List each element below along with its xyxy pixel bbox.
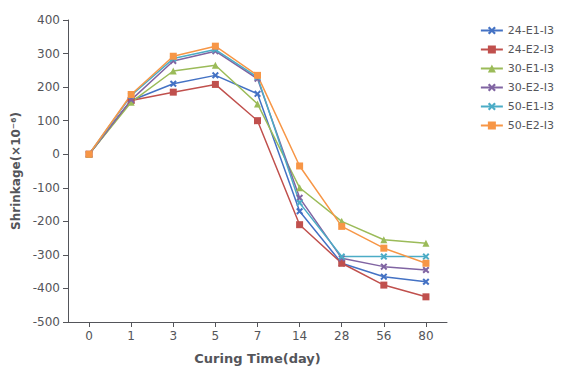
svg-text:100: 100 xyxy=(37,114,60,128)
svg-text:-100: -100 xyxy=(33,181,60,195)
svg-text:400: 400 xyxy=(37,13,60,27)
svg-text:7: 7 xyxy=(254,329,262,343)
svg-text:-500: -500 xyxy=(33,315,60,329)
svg-text:50-E2-I3: 50-E2-I3 xyxy=(508,119,554,132)
svg-text:28: 28 xyxy=(334,329,349,343)
svg-text:24-E2-I3: 24-E2-I3 xyxy=(508,43,554,56)
svg-text:200: 200 xyxy=(37,80,60,94)
svg-text:80: 80 xyxy=(418,329,433,343)
svg-text:-200: -200 xyxy=(33,214,60,228)
svg-text:Shrinkage(×10⁻⁶): Shrinkage(×10⁻⁶) xyxy=(9,112,23,230)
svg-text:5: 5 xyxy=(212,329,220,343)
svg-text:-300: -300 xyxy=(33,248,60,262)
svg-text:0: 0 xyxy=(52,147,60,161)
svg-text:3: 3 xyxy=(169,329,177,343)
svg-text:30-E1-I3: 30-E1-I3 xyxy=(508,62,554,75)
svg-text:1: 1 xyxy=(127,329,135,343)
svg-text:24-E1-I3: 24-E1-I3 xyxy=(508,24,554,37)
svg-text:14: 14 xyxy=(292,329,307,343)
svg-text:56: 56 xyxy=(376,329,391,343)
svg-text:30-E2-I3: 30-E2-I3 xyxy=(508,81,554,94)
svg-text:50-E1-I3: 50-E1-I3 xyxy=(508,100,554,113)
svg-text:-400: -400 xyxy=(33,281,60,295)
svg-text:Curing Time(day): Curing Time(day) xyxy=(194,351,320,366)
svg-text:0: 0 xyxy=(85,329,93,343)
svg-text:300: 300 xyxy=(37,47,60,61)
